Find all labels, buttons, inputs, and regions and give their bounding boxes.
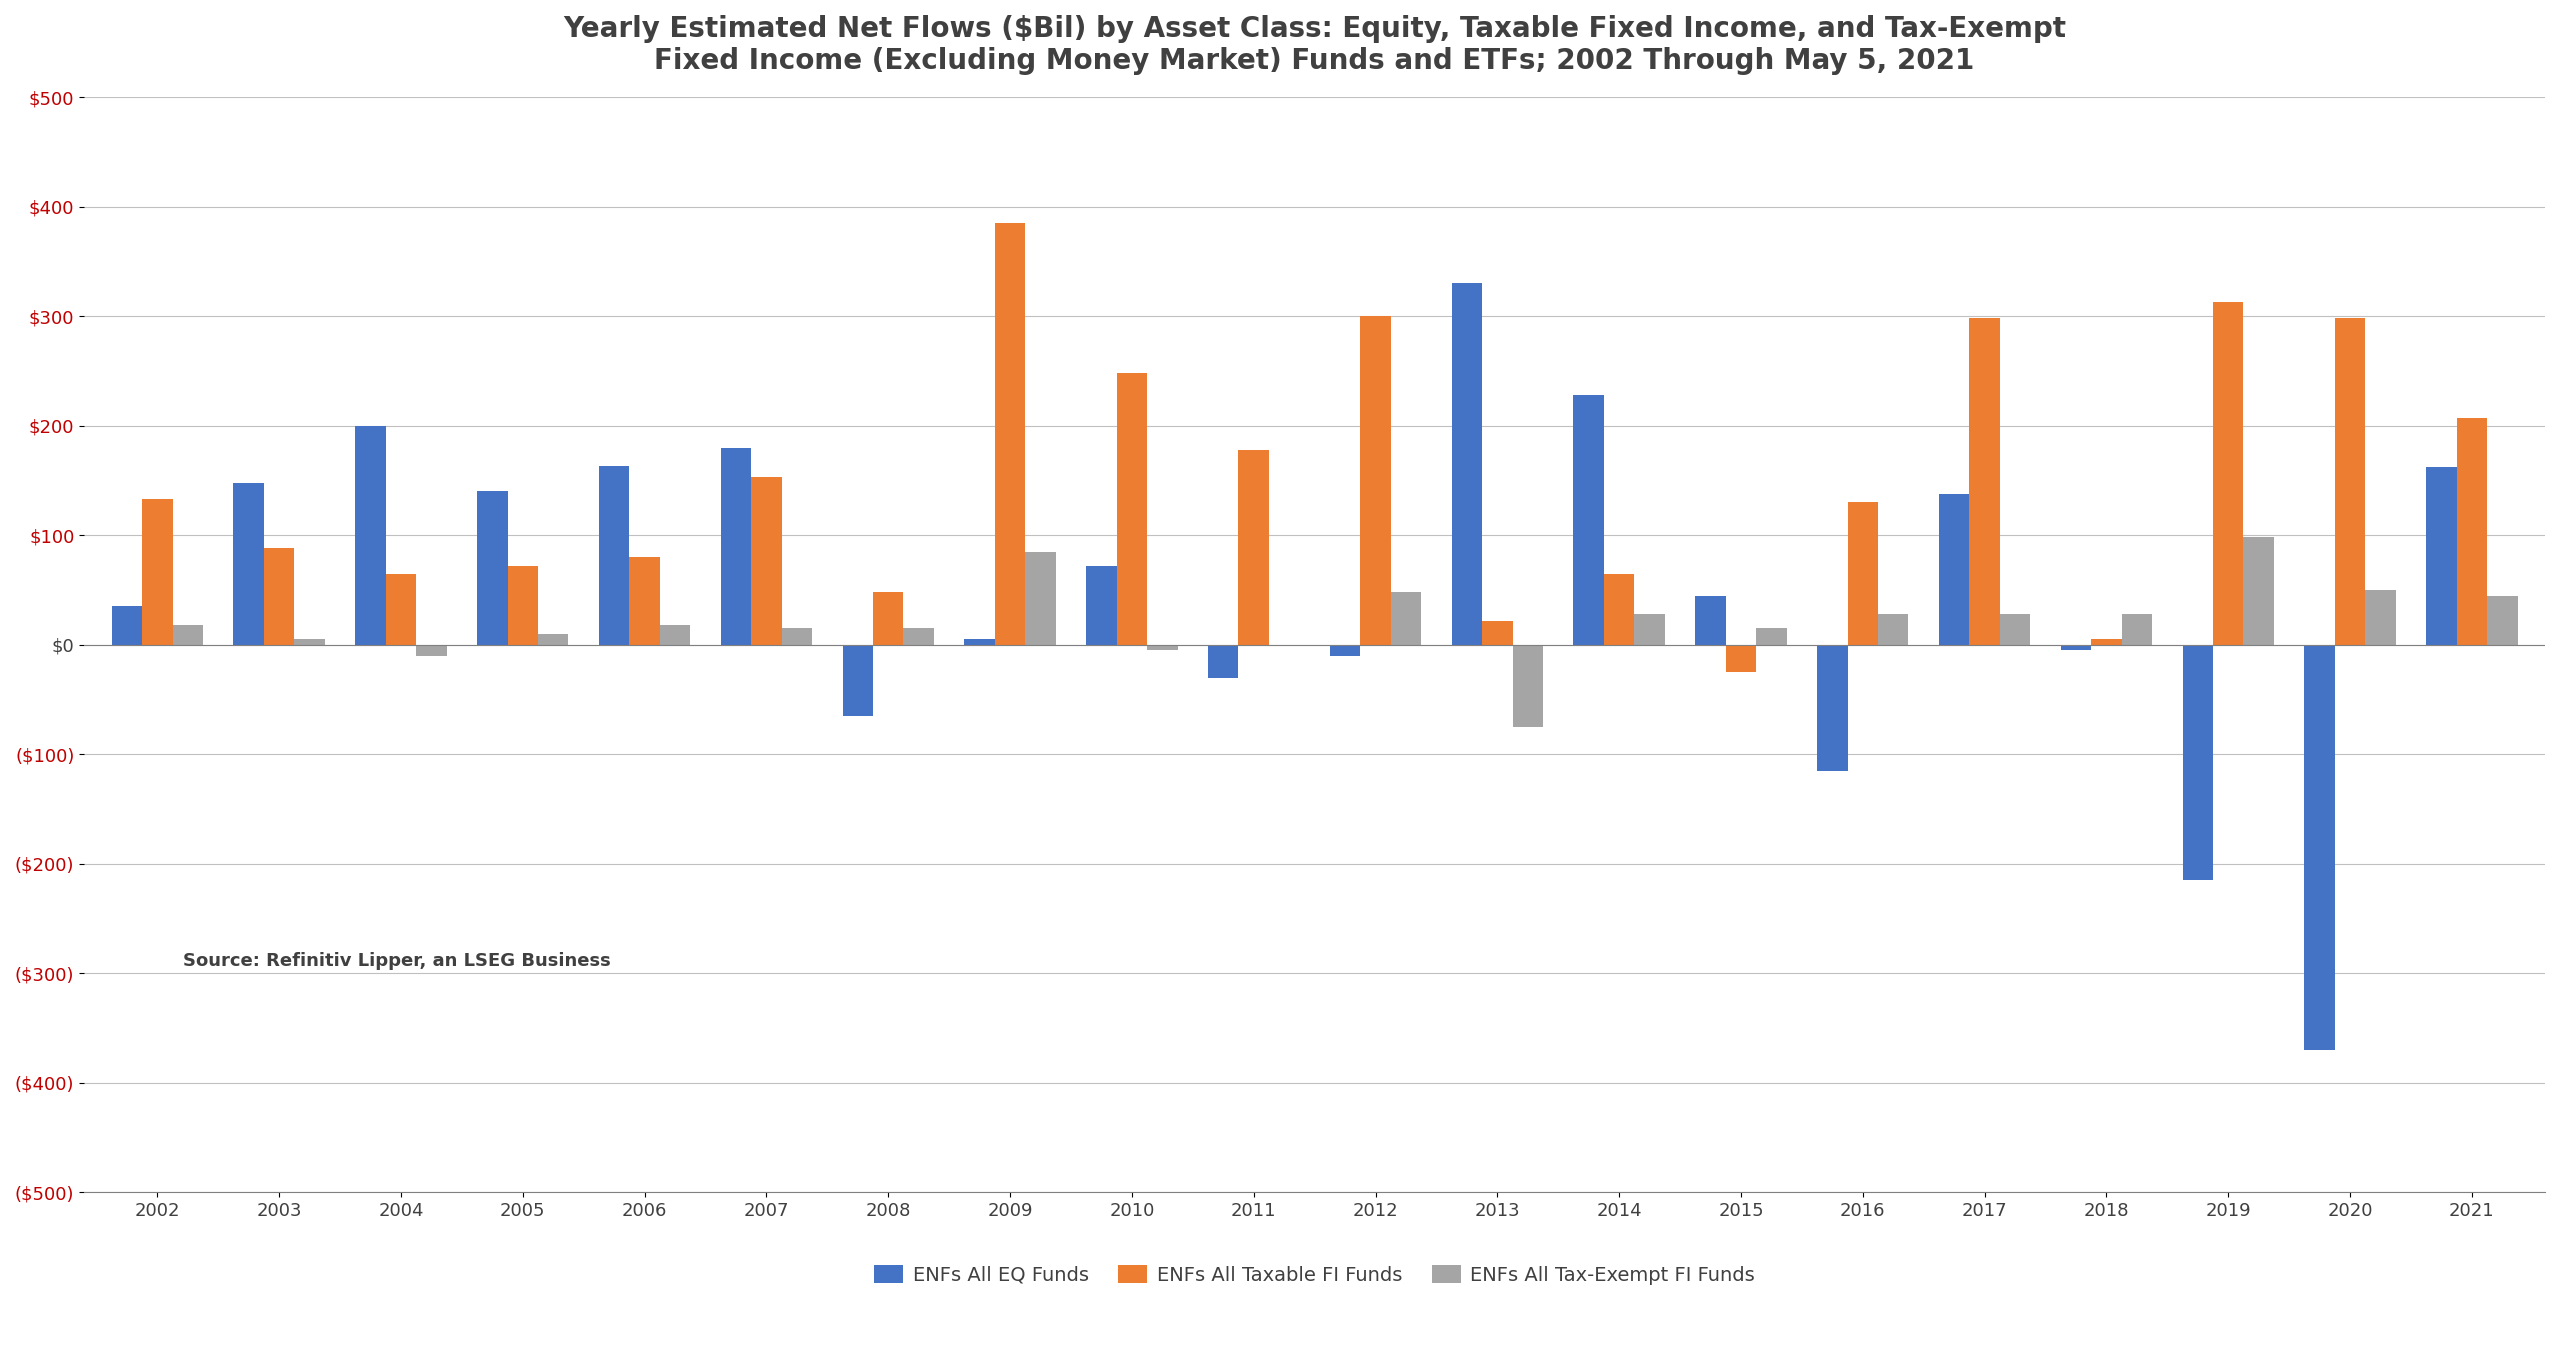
Bar	[1879, 615, 1910, 645]
Bar	[143, 499, 172, 645]
Bar	[630, 557, 660, 645]
Title: Yearly Estimated Net Flows ($Bil) by Asset Class: Equity, Taxable Fixed Income, : Yearly Estimated Net Flows ($Bil) by Ass…	[563, 15, 2066, 75]
Bar	[904, 628, 934, 645]
Bar	[2243, 538, 2273, 645]
Bar	[1633, 615, 1664, 645]
Bar	[2304, 645, 2335, 1050]
Bar	[1848, 502, 1879, 645]
Bar	[507, 567, 538, 645]
Bar	[1452, 284, 1482, 645]
Bar	[2092, 639, 2122, 645]
Bar	[2184, 645, 2212, 881]
Bar	[1513, 645, 1544, 727]
Bar	[294, 639, 325, 645]
Bar	[1938, 494, 1969, 645]
Bar	[1239, 450, 1270, 645]
Bar	[1999, 615, 2030, 645]
Text: Source: Refinitiv Lipper, an LSEG Business: Source: Refinitiv Lipper, an LSEG Busine…	[182, 952, 609, 970]
Bar	[2427, 468, 2458, 645]
Bar	[2335, 318, 2365, 645]
Bar	[781, 628, 812, 645]
Bar	[417, 645, 445, 656]
Bar	[476, 491, 507, 645]
Bar	[2122, 615, 2153, 645]
Bar	[1147, 645, 1178, 650]
Bar	[2365, 590, 2396, 645]
Bar	[1725, 645, 1756, 672]
Bar	[1208, 645, 1239, 678]
Bar	[2212, 302, 2243, 645]
Bar	[172, 626, 202, 645]
Bar	[1116, 373, 1147, 645]
Bar	[1818, 645, 1848, 771]
Bar	[1756, 628, 1787, 645]
Bar	[599, 466, 630, 645]
Bar	[660, 626, 691, 645]
Bar	[722, 447, 750, 645]
Bar	[113, 606, 143, 645]
Bar	[356, 425, 387, 645]
Bar	[2458, 418, 2488, 645]
Bar	[1359, 316, 1390, 645]
Bar	[996, 224, 1027, 645]
Bar	[2061, 645, 2092, 650]
Bar	[387, 573, 417, 645]
Bar	[873, 593, 904, 645]
Bar	[1027, 552, 1055, 645]
Bar	[1574, 395, 1605, 645]
Bar	[965, 639, 996, 645]
Bar	[1969, 318, 1999, 645]
Legend: ENFs All EQ Funds, ENFs All Taxable FI Funds, ENFs All Tax-Exempt FI Funds: ENFs All EQ Funds, ENFs All Taxable FI F…	[865, 1257, 1764, 1292]
Bar	[1605, 573, 1633, 645]
Bar	[1085, 567, 1116, 645]
Bar	[2488, 595, 2516, 645]
Bar	[538, 634, 568, 645]
Bar	[1482, 620, 1513, 645]
Bar	[842, 645, 873, 716]
Bar	[1390, 593, 1421, 645]
Bar	[1329, 645, 1359, 656]
Bar	[1695, 595, 1725, 645]
Bar	[750, 477, 781, 645]
Bar	[264, 549, 294, 645]
Bar	[233, 483, 264, 645]
